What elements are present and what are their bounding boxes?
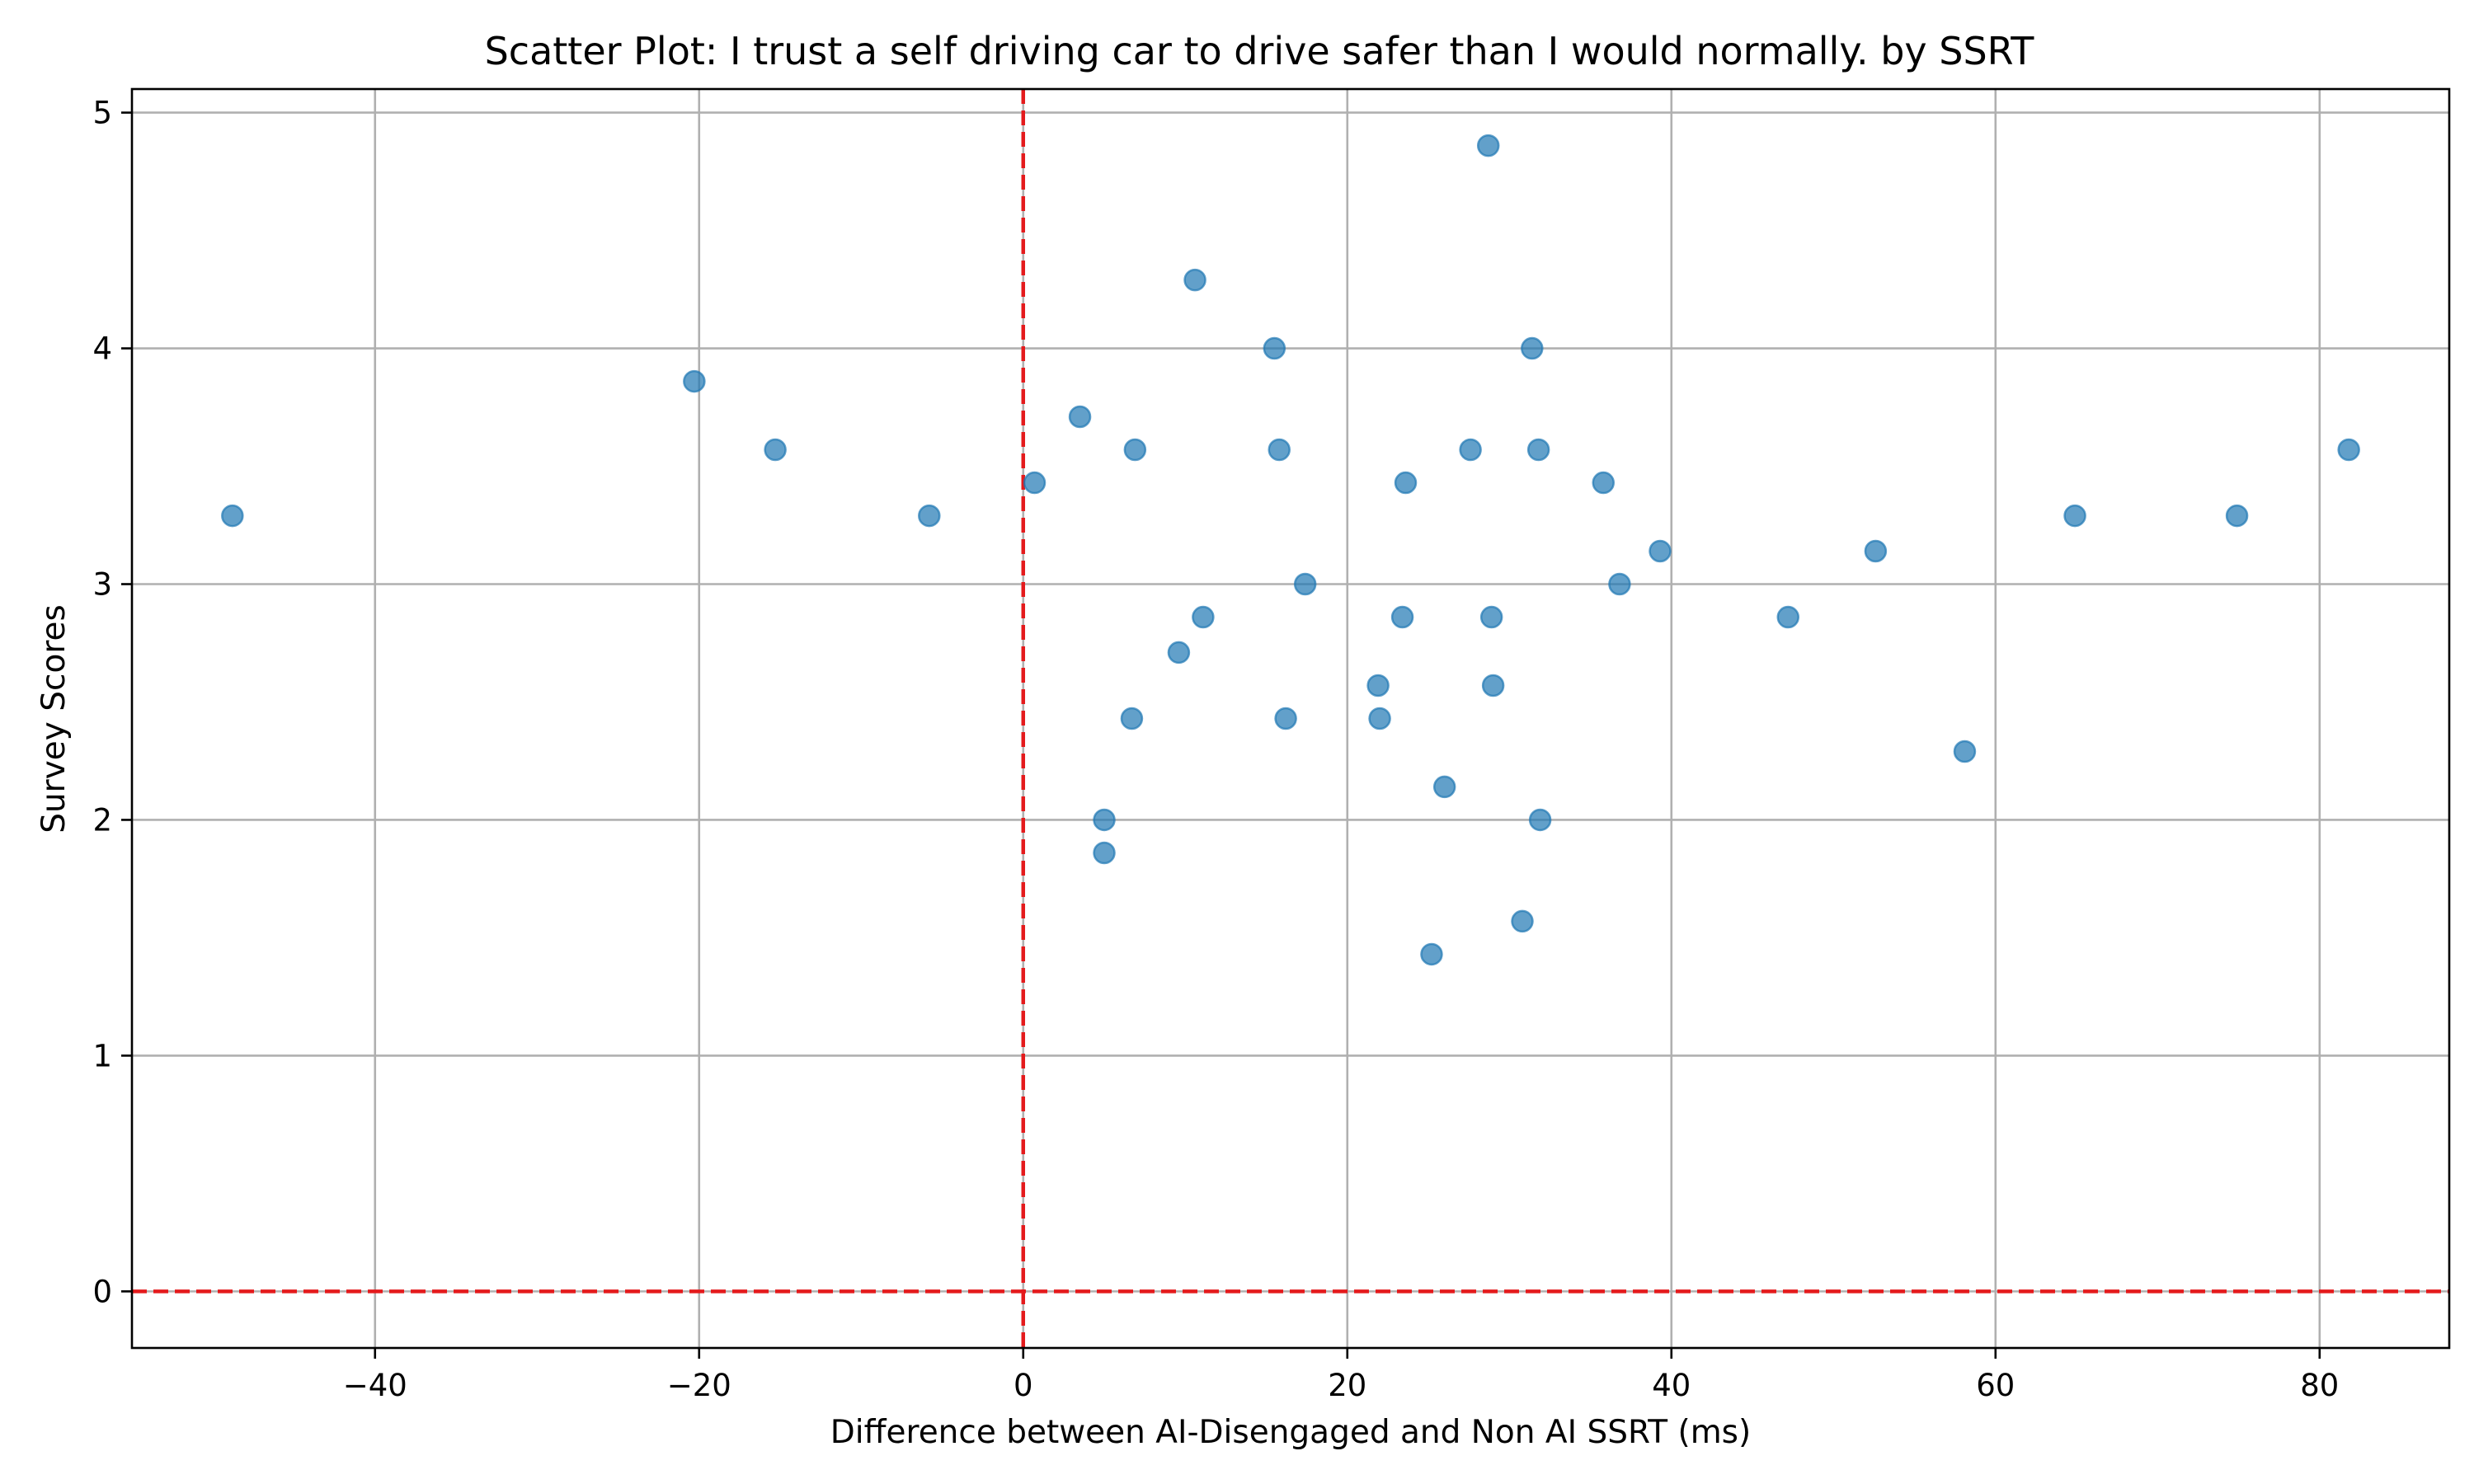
data-point (1390, 605, 1414, 629)
reference-lines (132, 89, 2449, 1348)
data-point (1394, 471, 1418, 495)
x-tick-label: 40 (1652, 1368, 1691, 1403)
data-point (1293, 572, 1317, 596)
data-point (1608, 572, 1631, 596)
data-point (683, 369, 706, 393)
data-point (221, 504, 244, 528)
x-tick-label: −20 (667, 1368, 731, 1403)
data-point (1023, 471, 1047, 495)
data-point (1432, 775, 1456, 799)
data-point (1093, 841, 1116, 865)
y-tick-label: 3 (92, 567, 112, 603)
chart-title: Scatter Plot: I trust a self driving car… (485, 29, 2035, 73)
x-tick-label: 60 (1976, 1368, 2015, 1403)
data-point (918, 504, 941, 528)
plot-frame (130, 87, 2451, 1350)
y-tick-label: 0 (92, 1274, 112, 1309)
data-point (2063, 504, 2086, 528)
data-point (1649, 539, 1672, 563)
x-axis-ticks: −40 −20 0 20 40 60 80 (343, 1348, 2339, 1403)
data-point (1274, 707, 1297, 730)
data-point (1263, 336, 1286, 360)
data-point (1476, 134, 1500, 157)
data-points (221, 134, 2360, 966)
data-point (764, 438, 787, 462)
data-point (1953, 740, 1977, 763)
data-point (1068, 405, 1092, 429)
data-point (2225, 504, 2249, 528)
y-axis-label: Survey Scores (35, 604, 73, 834)
data-point (1864, 539, 1888, 563)
x-tick-label: 0 (1014, 1368, 1033, 1403)
x-tick-label: 20 (1328, 1368, 1366, 1403)
data-point (1093, 808, 1116, 832)
data-point (1526, 438, 1550, 462)
data-point (1368, 707, 1391, 730)
data-point (1521, 336, 1544, 360)
gridlines (132, 89, 2449, 1348)
y-tick-label: 1 (92, 1038, 112, 1073)
x-tick-label: −40 (343, 1368, 407, 1403)
y-tick-label: 2 (92, 802, 112, 838)
data-point (1366, 674, 1390, 697)
x-axis-label: Difference between AI-Disengaged and Non… (830, 1414, 1751, 1451)
data-point (1479, 605, 1503, 629)
data-point (1481, 674, 1505, 697)
data-point (1459, 438, 1482, 462)
data-point (1592, 471, 1616, 495)
y-axis-ticks: 0 1 2 3 4 5 (92, 96, 132, 1309)
x-tick-label: 80 (2300, 1368, 2339, 1403)
data-point (1776, 605, 1800, 629)
y-tick-label: 5 (92, 96, 112, 131)
data-point (1123, 438, 1147, 462)
data-point (2337, 438, 2360, 462)
y-tick-label: 4 (92, 331, 112, 367)
data-point (1528, 808, 1552, 832)
data-point (1511, 909, 1534, 933)
data-point (1120, 707, 1144, 730)
data-point (1167, 641, 1191, 665)
data-point (1268, 438, 1291, 462)
data-point (1420, 942, 1443, 966)
data-point (1183, 268, 1206, 292)
data-point (1192, 605, 1215, 629)
